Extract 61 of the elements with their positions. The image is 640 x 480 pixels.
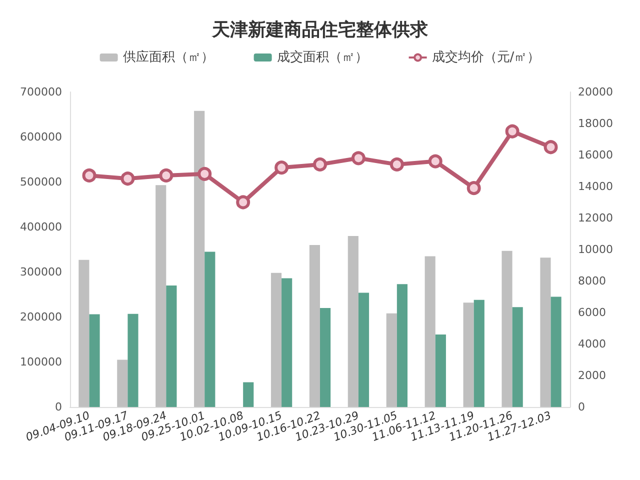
y2-tick-label: 14000 <box>578 180 613 193</box>
bar <box>348 236 358 407</box>
bar <box>396 284 408 407</box>
y-tick-label: 100000 <box>20 356 62 368</box>
y-tick-label: 200000 <box>20 310 62 324</box>
y2-tick-label: 18000 <box>578 117 613 130</box>
y-tick-label: 700000 <box>20 86 62 98</box>
y2-tick-label: 10000 <box>578 243 613 256</box>
point <box>428 154 442 168</box>
bar <box>128 314 138 407</box>
y2-tick-label: 12000 <box>578 212 613 224</box>
bar <box>204 252 216 407</box>
point <box>198 166 212 181</box>
bar <box>309 245 320 407</box>
legend-label: 成交面积（㎡） <box>276 49 368 65</box>
point <box>390 157 404 172</box>
y-tick-label: 0 <box>55 400 62 414</box>
bar <box>386 313 397 407</box>
point <box>82 168 96 182</box>
legend-label: 供应面积（㎡） <box>122 49 214 65</box>
bar <box>78 260 90 407</box>
bar <box>424 256 436 407</box>
y-tick-label: 600000 <box>20 130 62 144</box>
point <box>466 181 481 196</box>
y2-tick-label: 2000 <box>578 369 606 382</box>
y-tick-label: 300000 <box>20 266 62 278</box>
bar <box>166 286 177 407</box>
y2-tick-label: 6000 <box>578 306 606 319</box>
y-tick-label: 400000 <box>20 220 62 234</box>
point <box>313 157 327 172</box>
bar <box>540 258 551 407</box>
point <box>505 124 520 138</box>
point <box>351 151 366 166</box>
point <box>274 160 289 175</box>
bar <box>502 250 512 407</box>
y-tick-label: 500000 <box>20 176 62 188</box>
y2-tick-label: 0 <box>578 400 585 414</box>
bar <box>194 110 205 407</box>
bar <box>117 360 128 407</box>
bar <box>474 300 484 407</box>
bar <box>512 307 523 407</box>
bar <box>243 382 254 407</box>
bar <box>282 278 292 407</box>
bar <box>320 308 331 407</box>
bar <box>550 296 562 407</box>
bar <box>358 292 370 407</box>
point <box>120 172 135 186</box>
point <box>159 168 174 182</box>
point <box>236 195 250 210</box>
y2-tick-label: 16000 <box>578 148 613 162</box>
y2-tick-label: 20000 <box>578 86 613 98</box>
bar <box>270 272 282 407</box>
bar <box>156 185 166 407</box>
bar <box>463 302 474 407</box>
chart-title: 天津新建商品住宅整体供求 <box>211 20 429 40</box>
bar <box>435 334 446 407</box>
legend-label: 成交均价（元/㎡） <box>432 49 540 65</box>
y2-tick-label: 8000 <box>578 274 606 288</box>
bar <box>89 314 100 407</box>
point <box>544 140 558 154</box>
y2-tick-label: 4000 <box>578 338 606 350</box>
